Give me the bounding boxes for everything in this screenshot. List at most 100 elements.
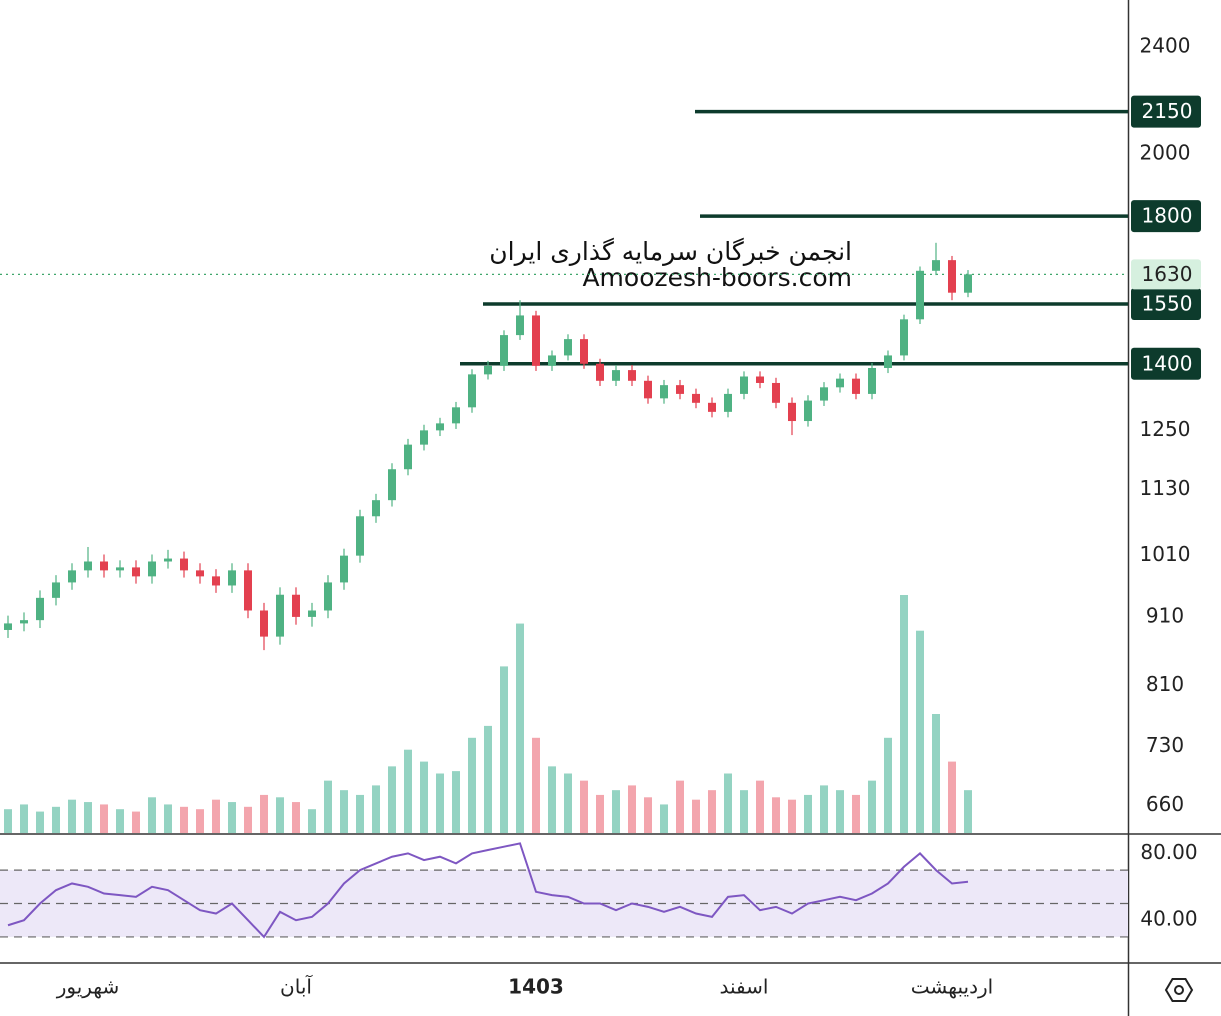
settings-icon[interactable] — [1164, 978, 1194, 1002]
level-label: 1400 — [1142, 351, 1193, 375]
x-tick-label: اردیبهشت — [911, 975, 993, 999]
y-tick-label: 1010 — [1140, 542, 1191, 566]
volume-bar — [612, 790, 620, 833]
volume-bar — [84, 802, 92, 833]
volume-bar — [372, 785, 380, 833]
candle-body — [852, 378, 860, 394]
candle-body — [116, 567, 124, 571]
volume-bar — [660, 804, 668, 833]
volume-bar — [788, 799, 796, 833]
candle-body — [100, 561, 108, 571]
candle-body — [292, 594, 300, 617]
candle-body — [932, 260, 940, 271]
last-price-box — [1131, 259, 1201, 290]
volume-bar — [516, 623, 524, 833]
candle-body — [324, 582, 332, 611]
volume-bar — [276, 797, 284, 833]
candle-body — [404, 444, 412, 470]
level-box — [1131, 95, 1201, 128]
volume-bar — [164, 804, 172, 833]
candle-body — [724, 393, 732, 412]
candle-body — [212, 576, 220, 586]
y-tick-label: 1130 — [1140, 476, 1191, 500]
candle-body — [740, 376, 748, 394]
candle-body — [52, 582, 60, 598]
y-tick-label: 2400 — [1140, 34, 1191, 58]
candle-body — [388, 469, 396, 501]
candle-body — [884, 355, 892, 368]
volume-bar — [484, 725, 492, 833]
candle-body — [596, 363, 604, 381]
volume-bar — [20, 804, 28, 833]
level-label: 1550 — [1142, 291, 1193, 315]
candle-body — [500, 335, 508, 366]
candle-body — [164, 558, 172, 562]
rsi-tick-label: 80.00 — [1140, 840, 1197, 864]
volume-bar — [292, 802, 300, 833]
volume-bar — [196, 809, 204, 833]
candle-body — [180, 558, 188, 571]
candle-body — [756, 376, 764, 383]
volume-bar — [260, 794, 268, 833]
candle-body — [644, 380, 652, 399]
volume-bar — [916, 630, 924, 833]
volume-bar — [244, 806, 252, 833]
candle-body — [4, 623, 12, 630]
x-tick-label: 1403 — [508, 975, 564, 999]
candle-body — [964, 274, 972, 293]
candle-body — [708, 402, 716, 412]
candle-body — [628, 370, 636, 381]
candle-body — [228, 570, 236, 586]
level-box — [1131, 287, 1201, 320]
volume-bar — [852, 794, 860, 833]
last-price-label: 1630 — [1142, 262, 1193, 286]
volume-bar — [948, 761, 956, 833]
volume-bar — [100, 804, 108, 833]
candle-body — [916, 270, 924, 320]
rsi-tick-label: 40.00 — [1140, 907, 1197, 931]
volume-bar — [756, 780, 764, 833]
volume-bar — [900, 595, 908, 833]
volume-bar — [868, 780, 876, 833]
volume-bar — [436, 773, 444, 833]
y-tick-label: 730 — [1146, 733, 1184, 757]
volume-bar — [452, 771, 460, 833]
x-tick-label: آبان — [280, 974, 313, 999]
watermark: Amoozesh-boors.com — [582, 263, 852, 292]
candle-body — [836, 378, 844, 388]
candle-body — [692, 393, 700, 403]
candle-body — [788, 402, 796, 422]
y-tick-label: 1250 — [1140, 417, 1191, 441]
volume-bar — [4, 809, 12, 833]
volume-bar — [836, 790, 844, 833]
candle-body — [532, 315, 540, 366]
volume-bar — [692, 799, 700, 833]
y-tick-label: 810 — [1146, 672, 1184, 696]
candle-body — [420, 430, 428, 445]
volume-bar — [116, 809, 124, 833]
candle-body — [660, 385, 668, 399]
candle-body — [516, 315, 524, 336]
candle-body — [484, 365, 492, 375]
volume-bar — [564, 773, 572, 833]
candle-body — [340, 555, 348, 583]
volume-bar — [36, 811, 44, 833]
candle-body — [948, 260, 956, 293]
y-tick-label: 2000 — [1140, 141, 1191, 165]
y-tick-label: 910 — [1146, 603, 1184, 627]
level-box — [1131, 200, 1201, 233]
y-tick-label: 660 — [1146, 792, 1184, 816]
volume-bar — [324, 780, 332, 833]
candle-body — [452, 407, 460, 424]
volume-bar — [532, 737, 540, 833]
x-tick-label: شهریور — [56, 975, 120, 999]
rsi-line — [7, 842, 969, 939]
volume-bar — [820, 785, 828, 833]
candle-body — [772, 382, 780, 403]
volume-bar — [676, 780, 684, 833]
candle-body — [148, 561, 156, 577]
volume-bar — [804, 794, 812, 833]
icon-shape — [1174, 985, 1184, 995]
candle-body — [436, 423, 444, 431]
